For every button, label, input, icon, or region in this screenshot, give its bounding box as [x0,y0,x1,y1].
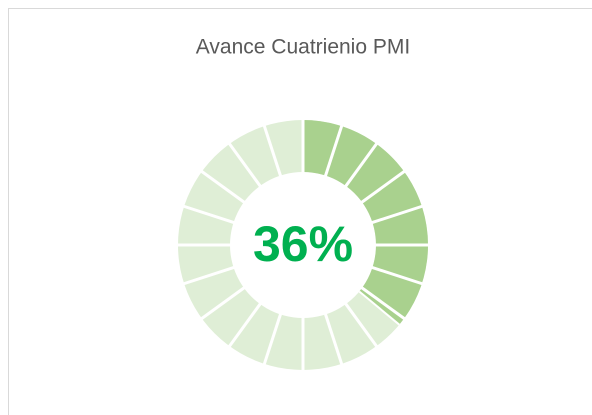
segment-gap [359,285,407,321]
progress-arc [303,120,429,325]
progress-edge [358,290,400,326]
center-label: 36% [253,216,353,272]
segment-gap [181,265,236,286]
segment-gap [343,141,379,189]
segment-gap [262,123,283,178]
segment-gap [323,123,344,178]
segment-gap [343,301,379,349]
segment-gap [323,312,344,367]
segment-gap [370,265,425,286]
chart-title: Avance Cuatrienio PMI [196,36,410,59]
segment-gap [227,301,263,349]
segment-gap [199,285,247,321]
ring [176,118,430,372]
segment-gap [227,141,263,189]
segment-gap [370,204,425,225]
segment-gap [181,204,236,225]
segment-gap [359,169,407,205]
segment-gap [262,312,283,367]
segment-gap [199,169,247,205]
